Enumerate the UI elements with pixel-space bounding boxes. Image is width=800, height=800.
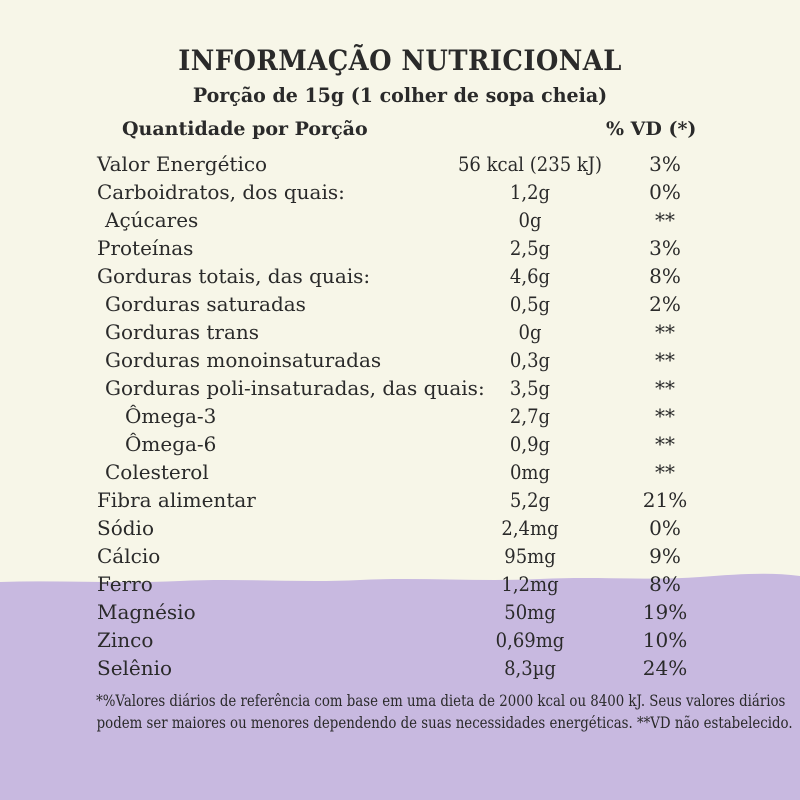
nutrient-amount: 56 kcal (235 kJ) [457, 152, 603, 176]
column-header-vd: % VD (*) [606, 118, 697, 140]
nutrient-name: Gorduras saturadas [105, 292, 306, 316]
nutrient-vd: ** [655, 404, 675, 428]
nutrient-amount: 0g [518, 320, 542, 344]
nutrient-amount: 0,5g [509, 292, 551, 316]
column-header-quantity: Quantidade por Porção [122, 118, 368, 140]
nutrient-row: Carboidratos, dos quais: 1,2g 0% [0, 178, 800, 206]
nutrient-row: Ômega-6 0,9g ** [0, 430, 800, 458]
lavender-background-band [0, 573, 800, 800]
nutrient-vd: ** [655, 460, 675, 484]
nutrient-row: Ômega-3 2,7g ** [0, 402, 800, 430]
nutrient-row: Gorduras poli-insaturadas, das quais: 3,5… [0, 374, 800, 402]
nutrient-row: Cálcio 95mg 9% [0, 542, 800, 570]
nutrient-name: Ômega-3 [125, 404, 217, 428]
nutrient-vd: 3% [649, 152, 681, 176]
nutrient-amount: 1,2g [509, 180, 551, 204]
nutrient-vd: 2% [649, 292, 681, 316]
serving-size: Porção de 15g (1 colher de sopa cheia) [192, 83, 608, 107]
nutrient-amount: 0,69mg [495, 628, 565, 652]
nutrient-amount: 0g [518, 208, 542, 232]
nutrient-amount: 2,4mg [501, 516, 559, 540]
nutrient-name: Sódio [97, 516, 154, 540]
nutrient-row: Selênio 8,3µg 24% [0, 654, 800, 682]
nutrient-amount: 3,5g [509, 376, 551, 400]
nutrient-amount: 5,2g [509, 488, 551, 512]
nutrient-amount: 2,7g [509, 404, 551, 428]
footnote: *%Valores diários de referência com base… [40, 690, 792, 734]
nutrient-amount: 2,5g [509, 236, 551, 260]
nutrient-name: Gorduras trans [105, 320, 260, 344]
nutrient-row: Sódio 2,4mg 0% [0, 514, 800, 542]
nutrient-name: Ômega-6 [125, 432, 217, 456]
nutrient-amount: 0,9g [509, 432, 551, 456]
nutrient-row: Fibra alimentar 5,2g 21% [0, 486, 800, 514]
nutrient-vd: ** [655, 432, 675, 456]
nutrient-name: Gorduras totais, das quais: [97, 264, 371, 288]
nutrient-amount: 0,3g [509, 348, 551, 372]
nutrient-row: Zinco 0,69mg 10% [0, 626, 800, 654]
nutrient-row: Magnésio 50mg 19% [0, 598, 800, 626]
panel-title: INFORMAÇÃO NUTRICIONAL [178, 44, 622, 77]
nutrient-rows: Valor Energético 56 kcal (235 kJ) 3% Carboi… [0, 150, 800, 682]
footnote-line-2: podem ser maiores ou menores dependendo … [96, 714, 793, 732]
footnote-line-1: *%Valores diários de referência com base… [96, 692, 786, 710]
nutrient-name: Cálcio [97, 544, 161, 568]
nutrient-row: Ferro 1,2mg 8% [0, 570, 800, 598]
nutrient-name: Gorduras monoinsaturadas [105, 348, 382, 372]
nutrient-vd: ** [655, 348, 675, 372]
nutrient-vd: ** [655, 376, 675, 400]
nutrient-vd: 19% [642, 600, 688, 624]
nutrient-vd: 10% [642, 628, 688, 652]
nutrient-vd: ** [655, 208, 675, 232]
nutrient-vd: 3% [649, 236, 681, 260]
nutrient-vd: ** [655, 320, 675, 344]
nutrient-amount: 50mg [504, 600, 556, 624]
nutrient-vd: 8% [649, 264, 681, 288]
nutrient-name: Zinco [97, 628, 154, 652]
nutrient-vd: 21% [642, 488, 688, 512]
nutrient-name: Gorduras poli-insaturadas, das quais: [105, 376, 485, 400]
nutrient-row: Proteínas 2,5g 3% [0, 234, 800, 262]
nutrient-amount: 1,2mg [501, 572, 559, 596]
nutrient-vd: 8% [649, 572, 681, 596]
nutrient-amount: 95mg [504, 544, 556, 568]
nutrient-row: Gorduras totais, das quais: 4,6g 8% [0, 262, 800, 290]
nutrient-name: Magnésio [97, 600, 196, 624]
nutrient-row: Colesterol 0mg ** [0, 458, 800, 486]
nutrient-amount: 0mg [509, 460, 551, 484]
nutrient-name: Fibra alimentar [97, 488, 256, 512]
nutrient-amount: 8,3µg [504, 656, 556, 680]
nutrient-amount: 4,6g [509, 264, 551, 288]
nutrient-name: Carboidratos, dos quais: [97, 180, 345, 204]
nutrient-name: Colesterol [105, 460, 209, 484]
nutrient-row: Gorduras monoinsaturadas 0,3g ** [0, 346, 800, 374]
nutrient-name: Açúcares [105, 208, 199, 232]
nutrient-vd: 24% [642, 656, 688, 680]
nutrient-name: Proteínas [97, 236, 194, 260]
nutrient-name: Valor Energético [97, 152, 268, 176]
nutrient-name: Selênio [97, 656, 173, 680]
nutrient-vd: 0% [649, 516, 681, 540]
nutrient-name: Ferro [97, 572, 153, 596]
nutrient-row: Gorduras saturadas 0,5g 2% [0, 290, 800, 318]
nutrient-row: Valor Energético 56 kcal (235 kJ) 3% [0, 150, 800, 178]
nutrient-vd: 9% [649, 544, 681, 568]
nutrient-vd: 0% [649, 180, 681, 204]
nutrient-row: Gorduras trans 0g ** [0, 318, 800, 346]
nutrient-row: Açúcares 0g ** [0, 206, 800, 234]
